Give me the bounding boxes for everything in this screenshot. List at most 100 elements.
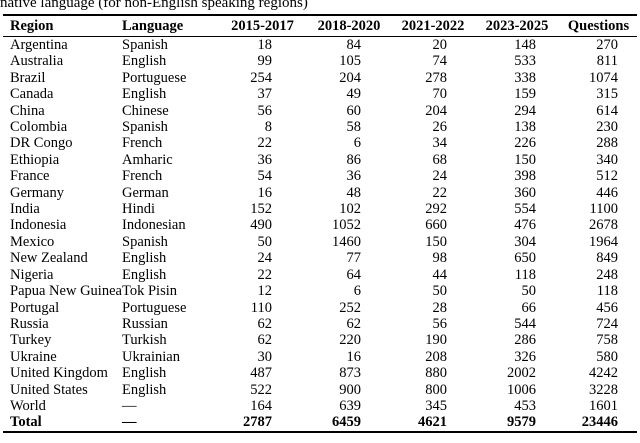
table-cell: Spanish [122,37,168,53]
table-cell: 315 [596,86,618,103]
table-cell: 304 [514,233,536,250]
table-cell: 476 [514,217,536,234]
table-cell: English [122,266,167,283]
table-cell: 9579 [507,414,536,431]
table-cell: 37 [257,86,273,103]
table-cell: 1460 [332,233,361,250]
table-cell: 24 [257,250,273,267]
table-cell: 2678 [589,217,618,234]
table-cell: 190 [425,332,447,349]
table-cell: 208 [425,348,447,365]
table-cell: English [122,53,167,70]
column-header-region: Region [3,15,120,37]
table-cell: 16 [257,184,273,201]
table-cell: Germany [10,184,64,201]
table-row: Mexico Spanish 50 1460 150 304 1964 [3,234,637,250]
table-cell: Ethiopia [10,151,60,168]
table-cell: 58 [346,119,362,136]
table-cell: 554 [514,201,536,218]
table-cell: 26 [432,119,448,136]
table-cell: 456 [596,299,618,316]
table-cell: 1052 [332,217,361,234]
table-cell: 398 [514,168,536,185]
table-cell: Mexico [10,233,55,250]
table-cell: 204 [425,102,447,119]
table-cell: 64 [346,266,362,283]
table-row: Papua New Guinea Tok Pisin 12 6 50 50 118 [3,283,637,299]
table-cell: — [122,397,137,414]
table-cell: DR Congo [10,135,73,152]
table-row: India Hindi 152 102 292 554 1100 [3,201,637,217]
table-cell: 1964 [589,233,618,250]
table-cell: 86 [346,151,362,168]
table-cell: 138 [514,119,536,136]
region-language-table: Region Language 2015-2017 2018-2020 2021… [3,14,637,433]
table-cell: Portuguese [122,299,187,316]
table-cell: Turkish [122,332,167,349]
table-cell: Colombia [10,119,68,136]
table-cell: 36 [346,168,362,185]
column-header-language: Language [120,15,219,37]
table-cell: 150 [514,151,536,168]
table-row: DR Congo French 22 6 34 226 288 [3,135,637,151]
table-cell: 18 [257,37,273,53]
table-cell: 252 [339,299,361,316]
table-cell: 152 [250,201,272,218]
table-cell: 84 [346,37,362,53]
table-cell: Hindi [122,201,156,218]
table-cell: 34 [432,135,448,152]
table-cell: 360 [514,184,536,201]
table-cell: Spanish [122,233,168,250]
table-cell: Australia [10,53,64,70]
table-cell: 23446 [581,414,618,431]
table-cell: 110 [250,299,272,316]
table-cell: English [122,86,167,103]
table-row: Nigeria English 22 64 44 118 248 [3,267,637,283]
table-row: Portugal Portuguese 110 252 28 66 456 [3,300,637,316]
table-cell: 98 [432,250,448,267]
table-cell: 660 [425,217,447,234]
table-cell: 62 [257,332,273,349]
table-cell: 4621 [418,414,447,431]
table-cell: 150 [425,233,447,250]
table-cell: India [10,201,40,218]
table-cell: 4242 [589,365,618,382]
table-cell: 340 [596,151,618,168]
table-cell: English [122,381,167,398]
table-cell: 849 [596,250,618,267]
table-cell: 880 [425,365,447,382]
table-cell: 286 [514,332,536,349]
table-cell: 800 [425,381,447,398]
table-cell: 6459 [332,414,361,431]
table-row: Ukraine Ukrainian 30 16 208 326 580 [3,349,637,365]
table-cell: 1006 [507,381,536,398]
table-cell: 204 [339,69,361,86]
table-cell: 118 [514,266,536,283]
table-cell: 487 [250,365,272,382]
table-cell: 345 [425,397,447,414]
table-row: Russia Russian 62 62 56 544 724 [3,316,637,332]
table-cell: World [10,397,46,414]
table-cell: 70 [432,86,448,103]
table-row: Ethiopia Amharic 36 86 68 150 340 [3,152,637,168]
table-cell: France [10,168,50,185]
table-cell: 54 [257,168,273,185]
table-row: Brazil Portuguese 254 204 278 338 1074 [3,70,637,86]
table-row: United States English 522 900 800 1006 3228 [3,382,637,398]
table-cell: 77 [346,250,362,267]
table-cell: 22 [432,184,448,201]
table-cell: 278 [425,69,447,86]
table-cell: 50 [432,283,448,300]
table-cell: 3228 [589,381,618,398]
table-cell: Argentina [10,37,68,53]
table-row: Canada English 37 49 70 159 315 [3,86,637,102]
table-cell: French [122,135,163,152]
table-cell: Indonesian [122,217,186,234]
table-cell: 22 [257,266,273,283]
table-cell: 650 [514,250,536,267]
table-cell: 1074 [589,69,618,86]
table-cell: 159 [514,86,536,103]
table-cell: Portuguese [122,69,187,86]
table-cell: Russian [122,315,168,332]
table-cell: Amharic [122,151,173,168]
